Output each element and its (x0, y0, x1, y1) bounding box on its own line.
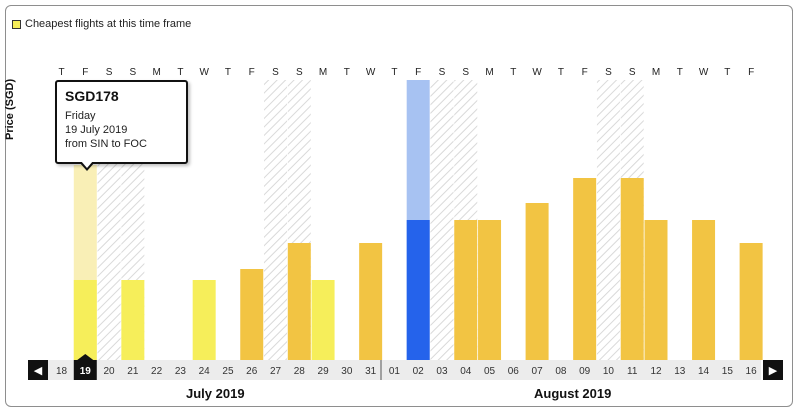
weekday-label: S (439, 67, 446, 78)
arrow-right-icon: ▶ (768, 364, 778, 377)
weekday-label: M (485, 67, 493, 78)
tooltip-date: 19 July 2019 (65, 124, 128, 136)
weekday-label: T (677, 67, 683, 78)
price-tooltip: SGD178 Friday 19 July 2019 from SIN to F… (55, 80, 188, 164)
price-bar-09[interactable] (573, 178, 597, 360)
date-tick-label[interactable]: 28 (294, 366, 306, 377)
price-bar-28[interactable] (287, 243, 311, 360)
weekday-label: F (582, 67, 588, 78)
weekday-label: T (558, 67, 564, 78)
weekday-label: T (724, 67, 730, 78)
weekday-label: S (272, 67, 279, 78)
price-bar-31[interactable] (359, 243, 383, 360)
date-tick-label[interactable]: 01 (389, 366, 401, 377)
date-tick-label[interactable]: 25 (222, 366, 234, 377)
arrow-left-icon: ◀ (33, 364, 43, 377)
weekday-label: F (249, 67, 255, 78)
weekday-label: S (130, 67, 137, 78)
tooltip-route: from SIN to FOC (65, 138, 147, 150)
weekday-label: F (415, 67, 421, 78)
price-bar-26[interactable] (240, 269, 264, 360)
next-dates-button[interactable]: ▶ (763, 360, 783, 380)
weekday-label: T (510, 67, 516, 78)
date-tick-label[interactable]: 08 (555, 366, 567, 377)
weekday-label: S (629, 67, 636, 78)
date-tick-label[interactable]: 31 (365, 366, 377, 377)
date-tick-label[interactable]: 10 (603, 366, 615, 377)
legend-swatch (12, 19, 21, 29)
date-strip (48, 360, 761, 380)
price-bar-19[interactable] (73, 280, 97, 360)
date-tick-label[interactable]: 21 (127, 366, 139, 377)
weekday-label: W (199, 67, 209, 78)
price-bar-04[interactable] (454, 220, 478, 360)
tooltip-pointer-fill (81, 161, 93, 168)
weekday-label: F (82, 67, 88, 78)
price-bar-14[interactable] (692, 220, 716, 360)
date-tick-label[interactable]: 07 (532, 366, 544, 377)
date-tick-label[interactable]: 12 (650, 366, 662, 377)
date-tick-label[interactable]: 20 (103, 366, 115, 377)
date-tick-label[interactable]: 03 (436, 366, 448, 377)
tooltip-weekday: Friday (65, 110, 96, 122)
price-bar-07[interactable] (525, 203, 549, 360)
date-tick-label[interactable]: 06 (508, 366, 520, 377)
weekend-hatch (264, 80, 288, 360)
date-tick-label[interactable]: 22 (151, 366, 163, 377)
date-tick-label[interactable]: 14 (698, 366, 710, 377)
legend: Cheapest flights at this time frame (12, 18, 191, 30)
weekday-label: S (462, 67, 469, 78)
price-bar-29[interactable] (311, 280, 335, 360)
prev-dates-button[interactable]: ◀ (28, 360, 48, 380)
date-tick-label[interactable]: 15 (722, 366, 734, 377)
weekday-label: F (748, 67, 754, 78)
date-tick-label[interactable]: 19 (80, 366, 92, 377)
weekday-label: M (152, 67, 160, 78)
weekday-label: T (58, 67, 64, 78)
date-tick-label[interactable]: 24 (199, 366, 211, 377)
price-bar-12[interactable] (644, 220, 668, 360)
price-bar-11[interactable] (620, 178, 644, 360)
date-tick-label[interactable]: 30 (341, 366, 353, 377)
weekday-label: W (532, 67, 542, 78)
weekday-label: T (177, 67, 183, 78)
weekday-label: W (699, 67, 709, 78)
date-cell-marker (77, 354, 94, 360)
month-label-july: July 2019 (186, 386, 245, 401)
date-tick-label[interactable]: 26 (246, 366, 258, 377)
date-tick-label[interactable]: 29 (318, 366, 330, 377)
date-tick-label[interactable]: 18 (56, 366, 68, 377)
weekend-hatch (430, 80, 454, 360)
weekday-label: M (652, 67, 660, 78)
weekday-label: T (391, 67, 397, 78)
date-tick-label[interactable]: 11 (627, 366, 638, 377)
date-tick-label[interactable]: 02 (413, 366, 425, 377)
price-bar-24[interactable] (192, 280, 216, 360)
date-tick-label[interactable]: 09 (579, 366, 591, 377)
date-tick-label[interactable]: 16 (746, 366, 758, 377)
tooltip-price: SGD178 (65, 88, 119, 104)
date-tick-label[interactable]: 05 (484, 366, 496, 377)
date-cell-selected[interactable] (73, 360, 97, 380)
month-label-august: August 2019 (534, 386, 612, 401)
weekday-label: S (296, 67, 303, 78)
date-tick-label[interactable]: 27 (270, 366, 282, 377)
weekday-label: M (319, 67, 327, 78)
date-tick-label[interactable]: 13 (674, 366, 686, 377)
weekday-label: T (344, 67, 350, 78)
price-bar-05[interactable] (478, 220, 502, 360)
legend-label: Cheapest flights at this time frame (25, 18, 192, 30)
date-tick-label[interactable]: 23 (175, 366, 187, 377)
price-bar-02[interactable] (406, 220, 430, 360)
weekday-label: S (106, 67, 113, 78)
weekday-label: T (225, 67, 231, 78)
price-bar-16[interactable] (739, 243, 763, 360)
weekday-label: S (605, 67, 612, 78)
price-bar-21[interactable] (121, 280, 145, 360)
weekday-label: W (366, 67, 376, 78)
weekend-hatch (596, 80, 620, 360)
date-tick-label[interactable]: 04 (460, 366, 472, 377)
